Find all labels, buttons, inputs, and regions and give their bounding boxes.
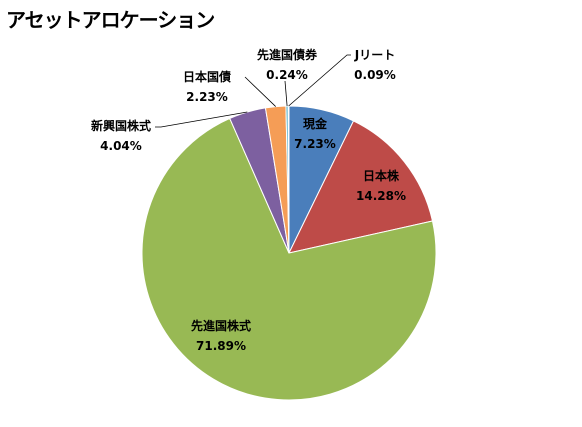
slice-value-label: 71.89% [196, 339, 246, 353]
slice-label: 日本国債 [183, 69, 231, 84]
leader-line [244, 76, 276, 107]
pie-slices [141, 105, 437, 401]
slice-label: 先進国債券 [257, 47, 318, 62]
slice-label: 先進国株式 [191, 318, 251, 333]
chart-title: アセットアロケーション [6, 8, 215, 32]
leader-line [155, 111, 248, 128]
pie-slice [141, 117, 437, 401]
slice-value-label: 7.23% [294, 137, 336, 151]
leader-line [288, 54, 351, 107]
slice-label: Jリート [354, 48, 395, 62]
slice-label: 現金 [303, 116, 328, 131]
slice-value-label: 0.24% [266, 68, 308, 82]
leader-line [284, 80, 288, 107]
slice-value-label: 14.28% [356, 189, 406, 203]
slice-labels: 現金 7.23% 日本株 14.28% 先進国株式 71.89% 新興国株式 4.04% 日本国… [91, 47, 406, 353]
slice-label: 日本株 [363, 168, 400, 183]
pie-slice [288, 120, 434, 254]
leader-lines [155, 54, 351, 128]
slice-value-label: 2.23% [186, 90, 228, 104]
slice-value-label: 0.09% [354, 68, 396, 82]
slice-value-label: 4.04% [100, 139, 142, 153]
slice-label: 新興国株式 [91, 118, 151, 133]
